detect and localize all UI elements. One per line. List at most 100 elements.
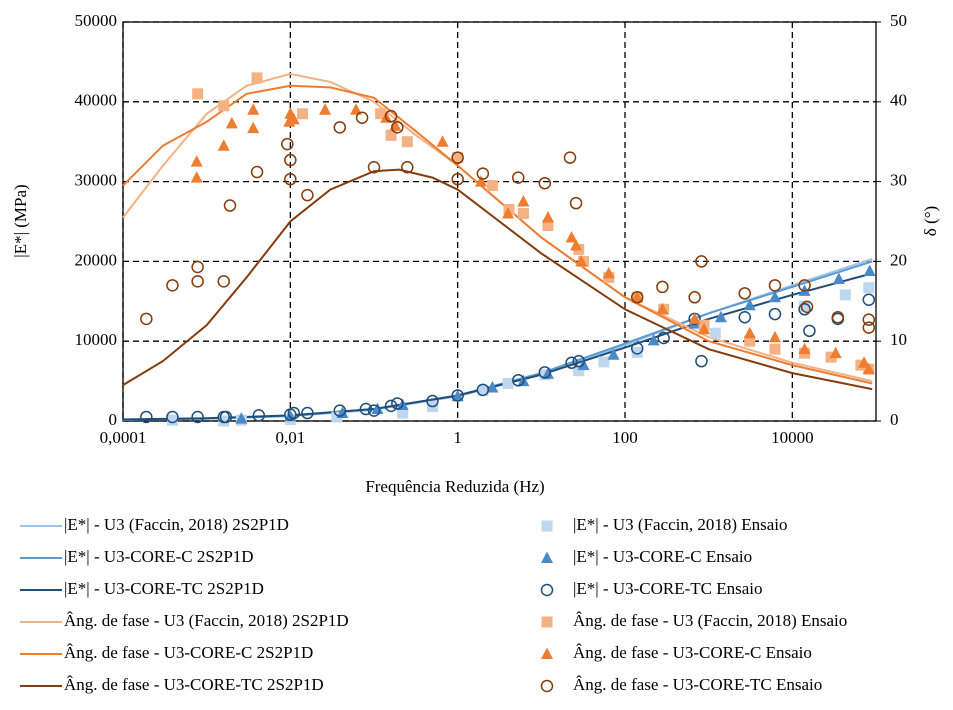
legend-swatch	[540, 679, 554, 693]
marker-circle	[191, 410, 204, 424]
marker-triangle	[190, 171, 203, 183]
marker-circle	[367, 404, 381, 417]
marker-circle	[738, 287, 752, 300]
marker-triangle	[235, 412, 248, 424]
marker-square	[769, 343, 781, 355]
marker-circle	[333, 121, 347, 134]
marker-triangle	[319, 103, 332, 115]
marker-square	[218, 100, 230, 112]
marker-square	[477, 385, 489, 397]
legend-label: Âng. de fase - U3-CORE-C Ensaio	[573, 643, 812, 662]
marker-circle	[219, 410, 233, 424]
marker-square	[502, 377, 514, 389]
marker-triangle	[862, 362, 875, 375]
marker-square	[331, 411, 343, 423]
marker-circle	[688, 291, 701, 304]
marker-circle	[476, 167, 490, 180]
marker-square	[799, 300, 811, 312]
legend-label: Âng. de fase - U3 (Faccin, 2018) Ensaio	[573, 611, 847, 630]
marker-triangle	[743, 326, 756, 339]
marker-circle	[191, 275, 204, 288]
y-tick-label: 50000	[75, 11, 118, 30]
marker-circle	[384, 109, 398, 123]
marker-triangle	[647, 333, 660, 346]
series-line	[122, 72, 873, 383]
marker-circle	[798, 303, 811, 316]
marker-triangle	[570, 238, 583, 251]
legend-label: |E*| - U3-CORE-TC 2S2P1D	[64, 579, 264, 598]
plot-border	[122, 21, 877, 422]
marker-circle	[191, 260, 204, 274]
y2-tick-label: 50	[890, 11, 907, 30]
marker-square	[192, 88, 204, 100]
marker-triangle	[743, 298, 756, 311]
marker-square	[744, 335, 756, 347]
marker-circle	[284, 153, 297, 167]
y-tick-label: 0	[109, 410, 118, 429]
marker-triangle	[502, 207, 515, 219]
marker-circle	[768, 307, 782, 321]
x-axis-title: Frequência Reduzida (Hz)	[365, 477, 544, 496]
marker-triangle	[217, 139, 230, 151]
legend-label: Âng. de fase - U3-CORE-C 2S2P1D	[64, 643, 313, 662]
marker-circle	[451, 151, 464, 164]
y-tick-label: 30000	[75, 171, 118, 190]
marker-square	[839, 289, 851, 301]
x-tick-label: 0,01	[275, 428, 305, 447]
marker-circle	[333, 404, 347, 417]
marker-square	[486, 180, 498, 192]
marker-square	[166, 414, 178, 426]
y2-tick-label: 10	[890, 330, 907, 349]
marker-circle	[281, 137, 294, 151]
marker-circle	[301, 188, 314, 202]
marker-circle	[359, 402, 373, 416]
x-tick-label: 0,0001	[100, 428, 147, 447]
marker-triangle	[336, 406, 349, 419]
legend-label: Âng. de fase - U3-CORE-TC Ensaio	[573, 675, 822, 694]
marker-square	[385, 129, 397, 141]
marker-square	[251, 72, 263, 84]
marker-circle	[538, 176, 552, 190]
marker-triangle	[829, 346, 842, 359]
marker-circle	[250, 165, 264, 179]
marker-circle	[287, 406, 301, 420]
marker-square	[573, 365, 585, 377]
marker-circle	[798, 279, 811, 292]
marker-triangle	[575, 254, 588, 267]
legend-label: Âng. de fase - U3 (Faccin, 2018) 2S2P1D	[64, 611, 349, 630]
series-line	[122, 84, 873, 385]
marker-circle	[391, 121, 404, 134]
marker-circle	[738, 311, 752, 324]
marker-square	[218, 415, 230, 427]
marker-square	[542, 219, 554, 231]
marker-circle	[140, 312, 153, 326]
marker-square	[863, 282, 875, 294]
marker-circle	[217, 275, 230, 288]
marker-circle	[512, 374, 525, 387]
y2-tick-label: 30	[890, 171, 907, 190]
marker-circle	[252, 409, 266, 422]
marker-square	[401, 136, 413, 148]
marker-circle	[451, 172, 464, 186]
marker-square	[397, 407, 409, 419]
marker-circle	[800, 300, 814, 314]
marker-triangle	[798, 342, 811, 355]
y2-tick-label: 40	[890, 91, 907, 110]
legend-label: |E*| - U3-CORE-C Ensaio	[573, 547, 752, 566]
marker-triangle	[451, 389, 464, 402]
marker-triangle	[565, 230, 578, 243]
legend-label: Âng. de fase - U3-CORE-TC 2S2P1D	[64, 675, 324, 694]
marker-triangle	[863, 264, 876, 276]
legend-swatch	[541, 520, 553, 532]
marker-circle	[426, 394, 439, 408]
marker-circle	[695, 354, 708, 368]
legend-label: |E*| - U3-CORE-C 2S2P1D	[64, 547, 254, 566]
marker-circle	[862, 321, 876, 334]
marker-circle	[803, 324, 816, 338]
marker-circle	[367, 160, 381, 174]
marker-triangle	[541, 367, 554, 379]
legend-swatch	[541, 647, 553, 659]
marker-square	[631, 346, 643, 358]
marker-circle	[223, 199, 237, 212]
marker-circle	[565, 356, 578, 369]
